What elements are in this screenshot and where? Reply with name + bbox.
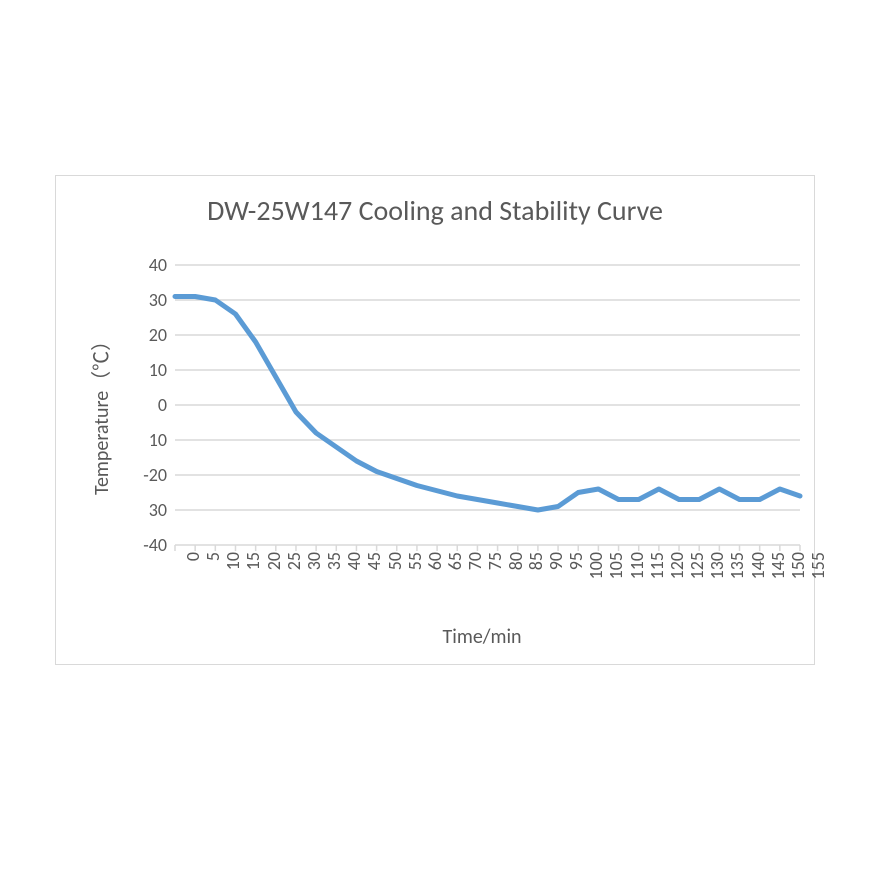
y-tick-label: 40 [127, 254, 167, 276]
x-tick-label: 155 [807, 552, 829, 597]
chart-canvas: DW-25W147 Cooling and Stability Curve Te… [0, 0, 869, 869]
y-tick-label: 20 [127, 324, 167, 346]
x-tick-label: 20 [263, 552, 285, 597]
x-tick-label: 145 [767, 552, 789, 597]
x-tick-label: 125 [686, 552, 708, 597]
y-tick-label: -20 [127, 464, 167, 486]
x-tick-label: 130 [706, 552, 728, 597]
x-tick-label: 35 [323, 552, 345, 597]
y-tick-label: 10 [127, 429, 167, 451]
x-tick-label: 115 [646, 552, 668, 597]
x-tick-label: 85 [525, 552, 547, 597]
y-tick-label: 10 [127, 359, 167, 381]
series-line [175, 297, 800, 511]
x-tick-label: 50 [384, 552, 406, 597]
x-tick-label: 90 [545, 552, 567, 597]
x-tick-label: 70 [464, 552, 486, 597]
x-tick-label: 65 [444, 552, 466, 597]
x-tick-label: 120 [666, 552, 688, 597]
x-tick-label: 80 [505, 552, 527, 597]
x-tick-label: 95 [565, 552, 587, 597]
y-tick-label: -40 [127, 534, 167, 556]
x-tick-label: 40 [343, 552, 365, 597]
x-tick-label: 75 [484, 552, 506, 597]
x-tick-label: 140 [747, 552, 769, 597]
x-tick-label: 60 [424, 552, 446, 597]
x-tick-label: 55 [404, 552, 426, 597]
x-tick-label: 135 [726, 552, 748, 597]
x-tick-label: 0 [182, 552, 204, 597]
x-tick-label: 5 [202, 552, 224, 597]
x-tick-label: 10 [222, 552, 244, 597]
x-tick-label: 100 [585, 552, 607, 597]
x-tick-label: 110 [626, 552, 648, 597]
x-tick-label: 45 [363, 552, 385, 597]
y-tick-label: 0 [127, 394, 167, 416]
y-tick-label: 30 [127, 499, 167, 521]
x-tick-label: 15 [242, 552, 264, 597]
y-tick-label: 30 [127, 289, 167, 311]
x-tick-label: 105 [605, 552, 627, 597]
x-tick-label: 25 [283, 552, 305, 597]
x-tick-label: 150 [787, 552, 809, 597]
x-tick-label: 30 [303, 552, 325, 597]
